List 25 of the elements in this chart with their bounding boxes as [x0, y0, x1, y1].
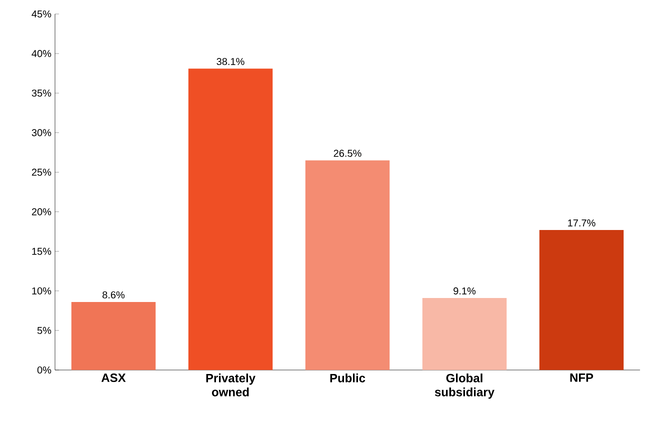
y-tick-label: 10% — [32, 287, 52, 294]
y-tick-label: 30% — [32, 129, 52, 136]
data-label: 26.5% — [334, 150, 362, 157]
y-tick-label: 0% — [37, 366, 52, 374]
data-label: 9.1% — [454, 287, 476, 294]
data-label: 38.1% — [216, 58, 244, 66]
y-tick-label: 45% — [32, 10, 52, 18]
data-label: 17.7% — [568, 219, 596, 226]
y-tick-label: 25% — [32, 168, 52, 176]
bar — [539, 230, 624, 370]
x-tick-label: ASX — [101, 374, 126, 382]
data-label: 8.6% — [102, 291, 125, 298]
bar — [188, 68, 273, 370]
y-tick-label: 5% — [37, 326, 52, 334]
y-tick-label: 40% — [32, 50, 52, 58]
y-tick-label: 15% — [32, 248, 52, 255]
x-tick-label: Global subsidiary — [434, 374, 494, 399]
x-tick-label: NFP — [570, 374, 594, 382]
y-tick-label: 20% — [32, 208, 52, 216]
bar — [71, 302, 156, 370]
bar — [305, 160, 390, 370]
bar — [422, 298, 507, 370]
x-tick-label: Privately owned — [206, 374, 256, 396]
y-tick-label: 35% — [32, 90, 52, 97]
x-tick-label: Public — [330, 374, 366, 382]
